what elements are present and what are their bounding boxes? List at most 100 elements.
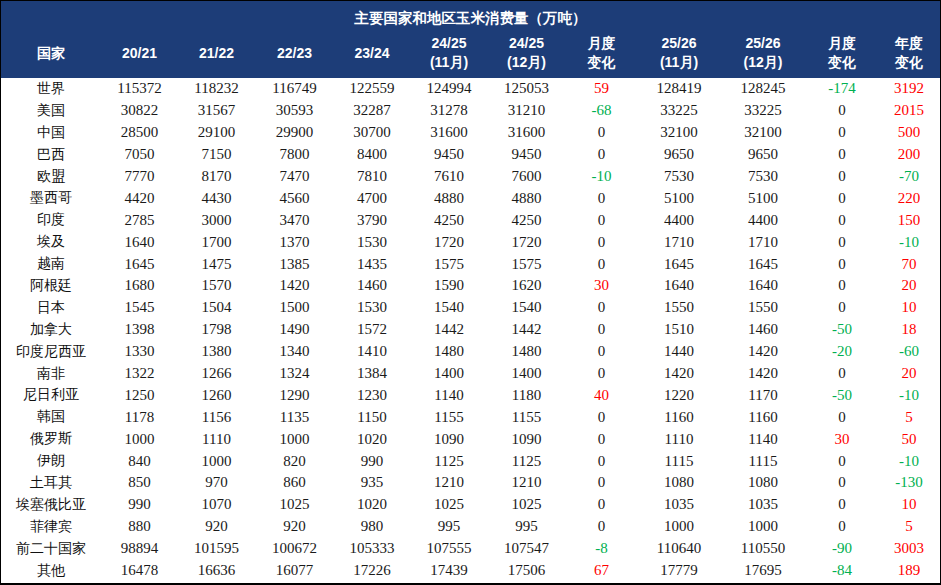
table-row: 中国28500291002990030700316003160003210032… (1, 122, 940, 144)
value-cell: 1575 (488, 253, 565, 275)
table-row: 日本154515041500153015401540015501550010 (1, 297, 940, 319)
value-cell: 0 (806, 472, 878, 494)
value-cell: 10 (878, 494, 940, 516)
table-row: 阿根廷1680157014201460159016203016401640020 (1, 275, 940, 297)
value-cell: 0 (806, 363, 878, 385)
value-cell: 116749 (255, 78, 334, 100)
value-cell: 220 (878, 187, 940, 209)
value-cell: 1510 (638, 319, 720, 341)
value-cell: 3470 (255, 209, 334, 231)
value-cell: 1230 (334, 384, 410, 406)
value-cell: 1798 (178, 319, 255, 341)
value-cell: 7810 (334, 166, 410, 188)
value-cell: 1572 (334, 319, 410, 341)
value-cell: 1545 (101, 297, 178, 319)
value-cell: -50 (806, 384, 878, 406)
value-cell: 1480 (488, 341, 565, 363)
value-cell: 32100 (720, 122, 806, 144)
country-cell: 埃塞俄比亚 (1, 494, 101, 516)
col-header: 23/24 (334, 28, 410, 78)
value-cell: 118232 (178, 78, 255, 100)
value-cell: 1000 (720, 516, 806, 538)
value-cell: 1025 (488, 494, 565, 516)
value-cell: 1155 (410, 406, 488, 428)
value-cell: 1410 (334, 341, 410, 363)
value-cell: 1115 (638, 450, 720, 472)
value-cell: 880 (101, 516, 178, 538)
corn-consumption-table-frame: 主要国家和地区玉米消费量（万吨） 国家20/2121/2222/2323/242… (0, 0, 941, 585)
value-cell: 1680 (101, 275, 178, 297)
value-cell: 1210 (488, 472, 565, 494)
value-cell: 1530 (334, 231, 410, 253)
country-cell: 印度 (1, 209, 101, 231)
table-row: 菲律宾88092092098099599501000100005 (1, 516, 940, 538)
value-cell: 1435 (334, 253, 410, 275)
value-cell: 0 (806, 231, 878, 253)
value-cell: 16636 (178, 560, 255, 582)
value-cell: 1504 (178, 297, 255, 319)
value-cell: 8400 (334, 144, 410, 166)
value-cell: 1324 (255, 363, 334, 385)
value-cell: 4250 (488, 209, 565, 231)
value-cell: 1720 (410, 231, 488, 253)
value-cell: 33225 (720, 100, 806, 122)
value-cell: 1420 (638, 363, 720, 385)
value-cell: 1170 (720, 384, 806, 406)
value-cell: 0 (565, 144, 638, 166)
country-cell: 土耳其 (1, 472, 101, 494)
country-cell: 韩国 (1, 406, 101, 428)
col-header: 22/23 (255, 28, 334, 78)
value-cell: 1460 (720, 319, 806, 341)
table-row: 越南164514751385143515751575016451645070 (1, 253, 940, 275)
country-cell: 伊朗 (1, 450, 101, 472)
col-header: 年度变化 (878, 28, 940, 78)
value-cell: 0 (565, 187, 638, 209)
value-cell: -50 (806, 319, 878, 341)
value-cell: 70 (878, 253, 940, 275)
value-cell: 0 (806, 122, 878, 144)
value-cell: 4400 (638, 209, 720, 231)
country-cell: 世界 (1, 78, 101, 100)
value-cell: 1125 (488, 450, 565, 472)
value-cell: 33225 (638, 100, 720, 122)
value-cell: 1150 (334, 406, 410, 428)
value-cell: 990 (334, 450, 410, 472)
value-cell: 107555 (410, 538, 488, 560)
value-cell: 1220 (638, 384, 720, 406)
value-cell: -90 (806, 538, 878, 560)
value-cell: 1645 (720, 253, 806, 275)
value-cell: 1155 (488, 406, 565, 428)
country-cell: 俄罗斯 (1, 428, 101, 450)
table-row: 美国308223156730593322873127831210-6833225… (1, 100, 940, 122)
value-cell: 16478 (101, 560, 178, 582)
consumption-table: 国家20/2121/2222/2323/2424/25(11月)24/25(12… (1, 28, 940, 78)
col-header: 25/26(11月) (638, 28, 720, 78)
value-cell: 1250 (101, 384, 178, 406)
value-cell: 40 (565, 384, 638, 406)
value-cell: 1480 (410, 341, 488, 363)
country-cell: 日本 (1, 297, 101, 319)
value-cell: 0 (806, 209, 878, 231)
value-cell: 1442 (488, 319, 565, 341)
value-cell: 1110 (178, 428, 255, 450)
value-cell: 1398 (101, 319, 178, 341)
value-cell: 67 (565, 560, 638, 582)
value-cell: 1266 (178, 363, 255, 385)
value-cell: 1475 (178, 253, 255, 275)
col-header: 20/21 (101, 28, 178, 78)
value-cell: 128245 (720, 78, 806, 100)
value-cell: 1400 (488, 363, 565, 385)
value-cell: 2015 (878, 100, 940, 122)
table-row: 印度尼西亚133013801340141014801480014401420-2… (1, 341, 940, 363)
value-cell: 0 (806, 144, 878, 166)
value-cell: 0 (806, 494, 878, 516)
col-header: 24/25(12月) (488, 28, 565, 78)
country-cell: 墨西哥 (1, 187, 101, 209)
value-cell: 1160 (720, 406, 806, 428)
value-cell: -174 (806, 78, 878, 100)
value-cell: 0 (565, 450, 638, 472)
value-cell: 1550 (638, 297, 720, 319)
value-cell: 1590 (410, 275, 488, 297)
value-cell: 0 (565, 253, 638, 275)
value-cell: 7530 (638, 166, 720, 188)
